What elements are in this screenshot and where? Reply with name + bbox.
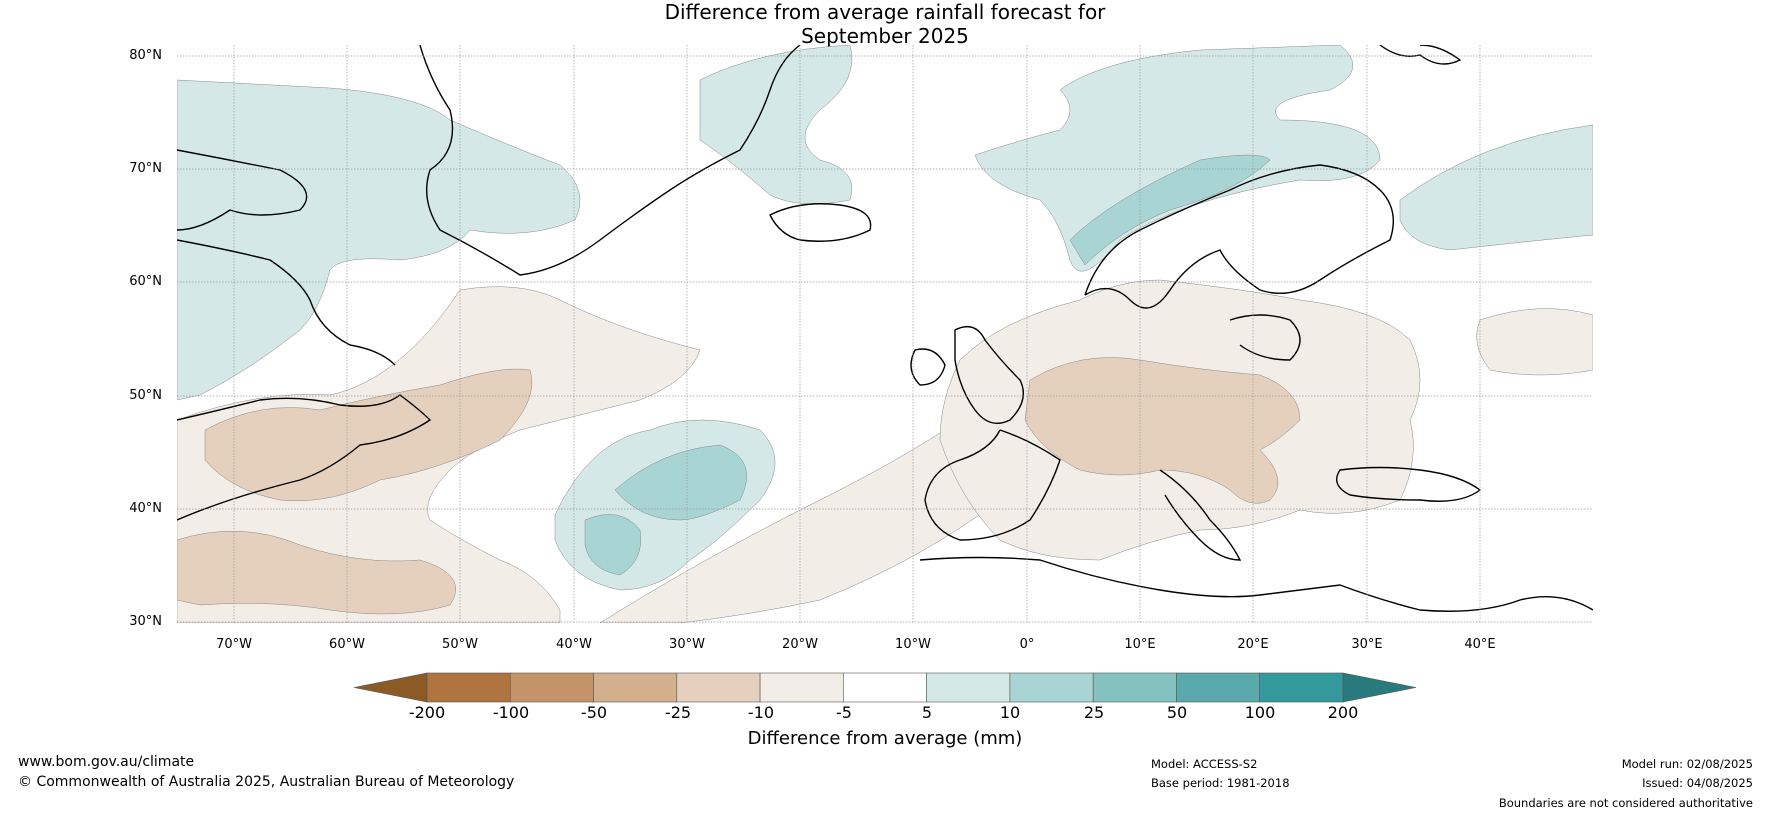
coastline-baffin	[177, 239, 396, 366]
colorbar-segment	[1092, 672, 1177, 703]
colorbar-segment	[843, 672, 927, 703]
coastlines	[177, 45, 1593, 612]
colorbar-segment	[593, 672, 678, 703]
colorbar-tick-label: 5	[921, 703, 933, 722]
coastline-canada-arctic	[177, 149, 308, 231]
website-link[interactable]: www.bom.gov.au/climate	[18, 754, 195, 770]
colorbar-tick-label: 25	[1083, 703, 1105, 722]
coastline-europe-west	[924, 429, 1061, 541]
coastline-black-sea	[1336, 466, 1482, 502]
lat-label-40n: 40°N	[129, 501, 162, 516]
model-run-date: Model run: 02/08/2025	[1621, 757, 1753, 771]
disclaimer-text: Boundaries are not considered authoritat…	[1498, 796, 1753, 810]
colorbar-tick-label: -5	[836, 703, 852, 722]
coastline-svalbard	[1379, 45, 1462, 65]
colorbar-tick-label: 50	[1166, 703, 1188, 722]
anomaly-region-north-atlantic-west	[177, 79, 581, 401]
lon-label-10w: 10°W	[895, 637, 931, 652]
lat-label-50n: 50°N	[129, 388, 162, 403]
lon-label-40e: 40°E	[1464, 637, 1496, 652]
map-title: Difference from average rainfall forecas…	[0, 0, 1770, 48]
title-line-2: September 2025	[801, 24, 969, 48]
colorbar-tick-label: 10	[999, 703, 1021, 722]
coastline-labrador	[177, 394, 432, 521]
colorbar-tick-label: -25	[664, 703, 692, 722]
colorbar-title: Difference from average (mm)	[747, 728, 1023, 749]
lon-label-50w: 50°W	[442, 637, 478, 652]
colorbar-segment	[676, 672, 761, 703]
lat-label-80n: 80°N	[129, 48, 162, 63]
lon-label-70w: 70°W	[216, 637, 252, 652]
lon-label-30w: 30°W	[669, 637, 705, 652]
colorbar-segment	[1176, 672, 1261, 703]
colorbar-tick-label: -50	[580, 703, 608, 722]
colorbar-tick-label: -200	[408, 703, 446, 722]
title-line-1: Difference from average rainfall forecas…	[664, 0, 1106, 24]
colorbar-segment	[926, 672, 1011, 703]
coastline-british-isles	[954, 326, 1024, 424]
copyright-text: © Commonwealth of Australia 2025, Austra…	[18, 774, 515, 790]
coastline-baltic	[1229, 314, 1301, 361]
anomaly-region-east-dry	[1476, 308, 1593, 376]
lon-label-10e: 10°E	[1124, 637, 1156, 652]
lon-label-20e: 20°E	[1237, 637, 1269, 652]
lat-label-60n: 60°N	[129, 274, 162, 289]
anomaly-region-europe-dry-core	[1024, 357, 1301, 504]
anomaly-region-mid-atlantic-core	[614, 444, 747, 521]
colorbar	[353, 672, 1417, 703]
anomaly-region-greenland-east	[699, 45, 853, 205]
colorbar-tick-label: 200	[1327, 703, 1359, 722]
anomaly-contours	[177, 45, 1593, 623]
colorbar-segment	[426, 672, 511, 703]
colorbar-segment	[759, 672, 844, 703]
anomaly-region-mid-atlantic-south	[584, 514, 642, 576]
lon-label-40w: 40°W	[556, 637, 592, 652]
colorbar-arrow-low	[353, 672, 428, 703]
colorbar-segment	[509, 672, 594, 703]
colorbar-arrow-high	[1342, 672, 1417, 703]
lat-label-30n: 30°N	[129, 614, 162, 629]
gridlines	[177, 45, 1593, 623]
coastline-italy	[1159, 469, 1242, 561]
colorbar-tick-label: -100	[492, 703, 530, 722]
lon-label-20w: 20°W	[782, 637, 818, 652]
coastline-scandinavia	[1084, 164, 1394, 309]
coastline-iceland	[769, 203, 872, 242]
anomaly-region-atlantic-dry-south	[177, 530, 456, 615]
lon-label-30e: 30°E	[1351, 637, 1383, 652]
anomaly-region-atlantic-dry-core	[204, 368, 533, 502]
colorbar-segment	[1259, 672, 1344, 703]
coastline-ireland	[910, 348, 946, 386]
anomaly-region-norwegian-sea	[974, 45, 1381, 272]
coastline-greenland	[419, 45, 801, 276]
base-period: Base period: 1981-2018	[1151, 776, 1290, 790]
colorbar-segment	[1009, 672, 1094, 703]
coastline-mediterranean-south	[919, 556, 1593, 612]
lon-label-60w: 60°W	[329, 637, 365, 652]
anomaly-region-norway-coast	[1069, 154, 1271, 266]
model-name: Model: ACCESS-S2	[1151, 757, 1258, 771]
issued-date: Issued: 04/08/2025	[1642, 776, 1753, 790]
colorbar-tick-label: 100	[1244, 703, 1276, 722]
lon-label-0: 0°	[1019, 637, 1035, 652]
lat-label-70n: 70°N	[129, 161, 162, 176]
anomaly-region-barents	[1399, 124, 1593, 251]
colorbar-tick-label: -10	[747, 703, 775, 722]
